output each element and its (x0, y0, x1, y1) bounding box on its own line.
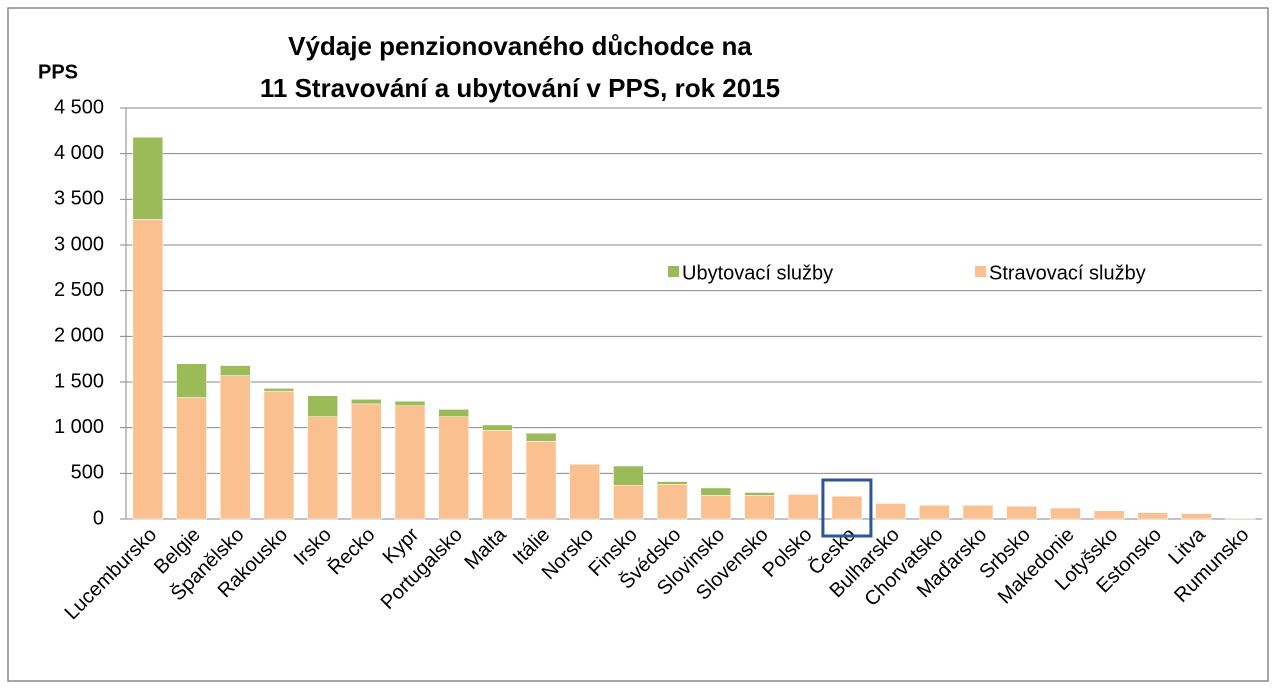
bar-segment (963, 505, 993, 519)
bar-segment (526, 441, 556, 519)
y-tick-label: 2 000 (54, 325, 104, 347)
bar-segment (264, 391, 294, 519)
bar-segment (1181, 514, 1211, 519)
bar-segment (1094, 511, 1124, 519)
bar-segment (308, 417, 338, 519)
bar-segment (220, 376, 250, 519)
bar-segment (1138, 513, 1168, 519)
bar-segment (351, 399, 381, 404)
chart-title: Výdaje penzionovaného důchodce na (288, 31, 752, 61)
bar-segment (701, 495, 731, 519)
bar-segment (308, 396, 338, 417)
legend-label: Ubytovací služby (682, 262, 833, 284)
bar-segment (133, 137, 163, 219)
bar-segment (657, 484, 687, 519)
y-axis-label: PPS (38, 61, 78, 83)
bar-segment (1050, 508, 1080, 519)
bar-segment (177, 398, 207, 519)
y-tick-label: 0 (93, 507, 104, 529)
bar-segment (482, 430, 512, 519)
bar-segment (439, 409, 469, 416)
bar-segment (701, 488, 731, 495)
bar-segment (832, 496, 862, 519)
bar-segment (395, 406, 425, 519)
bar-segment (1007, 506, 1037, 519)
bar-segment (133, 219, 163, 519)
bar-segment (351, 404, 381, 519)
bar-segment (613, 485, 643, 519)
bar-segment (177, 364, 207, 398)
bar-segment (439, 417, 469, 519)
bar-segment (745, 495, 775, 519)
chart-title: 11 Stravování a ubytování v PPS, rok 201… (260, 73, 780, 103)
bar-segment (876, 503, 906, 519)
y-tick-label: 1 000 (54, 416, 104, 438)
legend-swatch (668, 266, 679, 277)
y-tick-label: 4 000 (54, 142, 104, 164)
bar-segment (526, 433, 556, 441)
legend-swatch (975, 266, 986, 277)
bar-segment (788, 494, 818, 519)
y-tick-label: 4 500 (54, 96, 104, 118)
y-tick-label: 500 (71, 462, 104, 484)
y-tick-label: 3 500 (54, 188, 104, 210)
bar-segment (745, 493, 775, 496)
legend-label: Stravovací služby (989, 262, 1146, 284)
bar-segment (613, 466, 643, 485)
y-tick-label: 3 000 (54, 233, 104, 255)
bar-segment (1225, 518, 1255, 519)
bar-segment (919, 505, 949, 519)
bar-segment (570, 464, 600, 519)
bar-segment (395, 401, 425, 406)
y-tick-label: 2 500 (54, 279, 104, 301)
bar-segment (264, 388, 294, 391)
y-tick-label: 1 500 (54, 370, 104, 392)
bar-segment (220, 366, 250, 376)
bar-segment (657, 482, 687, 485)
bar-segment (482, 425, 512, 430)
